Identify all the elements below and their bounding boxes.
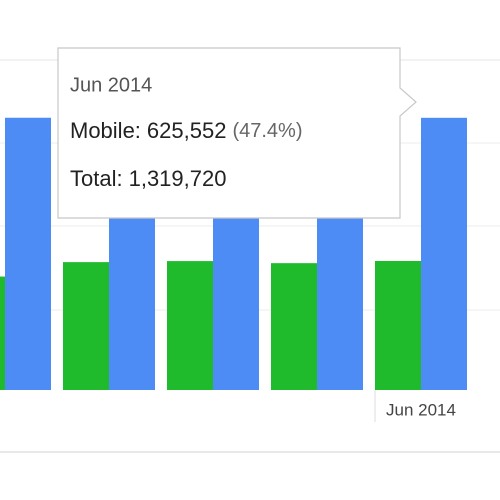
bar bbox=[63, 262, 109, 390]
tooltip-row: Mobile: 625,552 (47.4%) bbox=[70, 118, 302, 143]
tooltip-row: Total: 1,319,720 bbox=[70, 166, 226, 191]
tooltip-share: (47.4%) bbox=[232, 120, 302, 142]
tooltip-label: Mobile: bbox=[70, 118, 141, 143]
tooltip: Jun 2014 Mobile: 625,552 (47.4%) Total: 1,3… bbox=[57, 47, 417, 219]
tooltip-label: Total: bbox=[70, 166, 123, 191]
bar bbox=[421, 117, 467, 391]
bar bbox=[271, 263, 317, 390]
bar bbox=[375, 260, 421, 390]
bar bbox=[5, 117, 51, 390]
x-tick-label: Jun 2014 bbox=[386, 400, 456, 419]
tooltip-value: 625,552 bbox=[147, 118, 227, 143]
tooltip-title: Jun 2014 bbox=[70, 74, 152, 96]
bar bbox=[167, 261, 213, 390]
tooltip-box bbox=[57, 47, 417, 219]
tooltip-value: 1,319,720 bbox=[129, 166, 227, 191]
bar bbox=[0, 276, 5, 390]
